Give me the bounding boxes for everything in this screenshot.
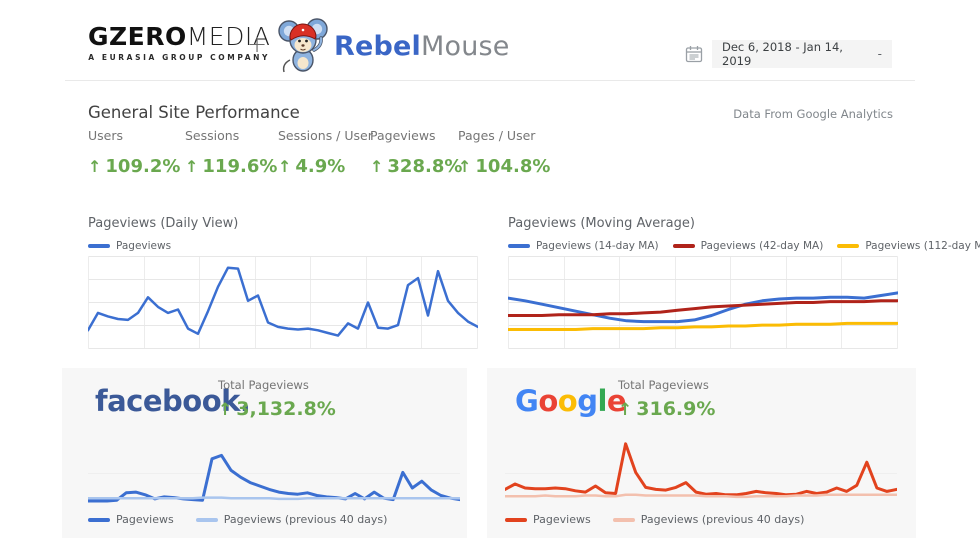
metric-value-sessions-per-user: ↑ 4.9% bbox=[278, 156, 345, 177]
rebelmouse-logo-bold: Rebel bbox=[334, 31, 421, 62]
gzero-media-logo-text: GZEROMEDIA bbox=[88, 24, 270, 49]
gzero-logo-subtitle: A EURASIA GROUP COMPANY bbox=[88, 53, 271, 62]
legend-item-pageviews-previous: Pageviews (previous 40 days) bbox=[195, 513, 388, 526]
metric-label-users: Users bbox=[88, 128, 124, 143]
calendar-icon bbox=[684, 44, 704, 64]
date-range-value: Dec 6, 2018 - Jan 14, 2019 bbox=[722, 40, 843, 68]
plus-sign: + bbox=[247, 30, 268, 58]
facebook-logo: facebook. bbox=[95, 384, 251, 418]
date-range-dropdown-glyph: - bbox=[877, 47, 882, 61]
metric-label-pageviews: Pageviews bbox=[370, 128, 436, 143]
facebook-metric-label: Total Pageviews bbox=[218, 378, 309, 392]
daily-chart-legend: Pageviews bbox=[88, 240, 189, 252]
up-arrow-icon: ↑ bbox=[458, 157, 472, 176]
google-metric-value-text: 316.9% bbox=[636, 398, 716, 420]
header-divider bbox=[65, 80, 915, 81]
up-arrow-icon: ↑ bbox=[88, 157, 102, 176]
metric-value-pageviews: ↑ 328.8% bbox=[370, 156, 462, 177]
legend-label: Pageviews (112-day MA) bbox=[865, 240, 980, 252]
rebelmouse-logo-light: Mouse bbox=[421, 31, 510, 62]
legend-swatch-icon bbox=[505, 517, 527, 522]
legend-label: Pageviews bbox=[533, 513, 591, 526]
facebook-card: facebook. Total Pageviews ↑ 3,132.8% Page… bbox=[62, 368, 467, 538]
google-chart-legend: Pageviews Pageviews (previous 40 days) bbox=[505, 513, 826, 526]
up-arrow-icon: ↑ bbox=[618, 400, 633, 420]
rebelmouse-logo: RebelMouse bbox=[334, 31, 510, 62]
legend-item-112day-ma: Pageviews (112-day MA) bbox=[837, 240, 980, 252]
gzero-media-logo: GZEROMEDIA A EURASIA GROUP COMPANY bbox=[88, 24, 270, 62]
daily-chart-title: Pageviews (Daily View) bbox=[88, 216, 239, 231]
moving-average-chart-title: Pageviews (Moving Average) bbox=[508, 216, 695, 231]
legend-swatch-icon bbox=[837, 244, 860, 248]
google-metric-value: ↑ 316.9% bbox=[618, 398, 715, 420]
gzero-logo-bold: GZERO bbox=[88, 22, 187, 51]
metric-value-pages-per-user-text: 104.8% bbox=[475, 156, 551, 177]
legend-item-pageviews: Pageviews bbox=[88, 513, 174, 526]
legend-item-pageviews: Pageviews bbox=[505, 513, 591, 526]
legend-label: Pageviews (14-day MA) bbox=[536, 240, 659, 252]
google-pageviews-chart bbox=[505, 432, 897, 506]
facebook-chart-legend: Pageviews Pageviews (previous 40 days) bbox=[88, 513, 409, 526]
legend-label: Pageviews bbox=[116, 513, 174, 526]
legend-swatch-icon bbox=[672, 244, 695, 248]
google-card: Google Total Pageviews ↑ 316.9% Pageviews… bbox=[487, 368, 916, 538]
up-arrow-icon: ↑ bbox=[370, 157, 384, 176]
metric-value-sessions-text: 119.6% bbox=[202, 156, 278, 177]
google-metric-label: Total Pageviews bbox=[618, 378, 709, 392]
up-arrow-icon: ↑ bbox=[218, 400, 233, 420]
metric-label-sessions: Sessions bbox=[185, 128, 240, 143]
metric-value-pageviews-text: 328.8% bbox=[387, 156, 463, 177]
legend-swatch-icon bbox=[612, 517, 635, 522]
date-range-picker: Dec 6, 2018 - Jan 14, 2019 - bbox=[684, 40, 892, 68]
metric-label-sessions-per-user: Sessions / User bbox=[278, 128, 373, 143]
date-range-select[interactable]: Dec 6, 2018 - Jan 14, 2019 - bbox=[712, 40, 892, 68]
rebelmouse-mascot-icon bbox=[276, 16, 330, 74]
moving-average-chart-legend: Pageviews (14-day MA) Pageviews (42-day … bbox=[508, 240, 980, 252]
page-title: General Site Performance bbox=[88, 103, 300, 122]
metric-value-users: ↑ 109.2% bbox=[88, 156, 180, 177]
legend-item-pageviews-previous: Pageviews (previous 40 days) bbox=[612, 513, 805, 526]
facebook-pageviews-chart bbox=[88, 432, 460, 506]
legend-item-14day-ma: Pageviews (14-day MA) bbox=[508, 240, 659, 252]
daily-pageviews-chart bbox=[88, 256, 478, 349]
metric-value-sessions: ↑ 119.6% bbox=[185, 156, 277, 177]
up-arrow-icon: ↑ bbox=[278, 157, 292, 176]
legend-swatch-icon bbox=[195, 517, 218, 522]
metric-label-pages-per-user: Pages / User bbox=[458, 128, 536, 143]
legend-label: Pageviews bbox=[116, 240, 172, 252]
google-logo: Google bbox=[515, 384, 627, 418]
legend-label: Pageviews (previous 40 days) bbox=[640, 513, 805, 526]
legend-item-42day-ma: Pageviews (42-day MA) bbox=[672, 240, 824, 252]
facebook-metric-value-text: 3,132.8% bbox=[236, 398, 336, 420]
legend-swatch-icon bbox=[508, 244, 530, 248]
legend-label: Pageviews (previous 40 days) bbox=[223, 513, 388, 526]
legend-item-pageviews: Pageviews bbox=[88, 240, 171, 252]
metric-value-sessions-per-user-text: 4.9% bbox=[295, 156, 346, 177]
facebook-metric-value: ↑ 3,132.8% bbox=[218, 398, 336, 420]
data-source-note: Data From Google Analytics bbox=[733, 107, 893, 121]
metric-value-pages-per-user: ↑ 104.8% bbox=[458, 156, 550, 177]
moving-average-chart bbox=[508, 256, 898, 349]
header: GZEROMEDIA A EURASIA GROUP COMPANY + bbox=[0, 0, 980, 80]
legend-swatch-icon bbox=[88, 244, 110, 248]
metric-value-users-text: 109.2% bbox=[105, 156, 181, 177]
up-arrow-icon: ↑ bbox=[185, 157, 199, 176]
legend-swatch-icon bbox=[88, 517, 110, 522]
legend-label: Pageviews (42-day MA) bbox=[700, 240, 824, 252]
gzero-logo-light: MEDIA bbox=[186, 22, 271, 51]
